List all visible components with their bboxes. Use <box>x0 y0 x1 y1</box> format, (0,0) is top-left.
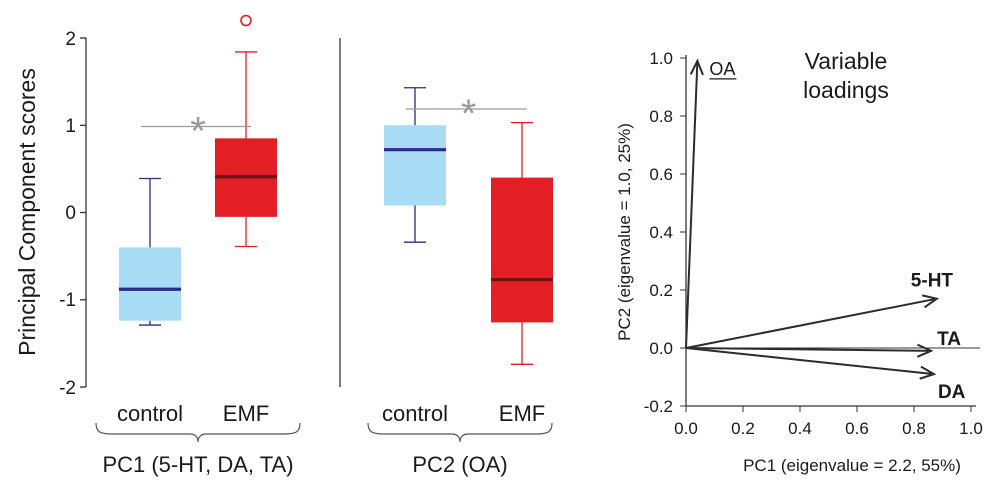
outlier-point <box>241 16 251 26</box>
vector-label: 5-HT <box>911 271 954 292</box>
y-tick-label: -1 <box>59 290 76 311</box>
y-tick-label: 0.0 <box>649 339 673 358</box>
y-tick: 1.0 <box>649 49 686 68</box>
y-tick-label: 1 <box>65 116 76 137</box>
y-ticks: 2 1 0 -1 -2 <box>59 29 86 399</box>
y-tick: 0 <box>65 203 86 224</box>
boxes-layer: * * <box>119 16 553 365</box>
iqr-box <box>384 125 446 205</box>
y-tick-label: 0.4 <box>649 223 673 242</box>
loadings-chart: 1.0 0.8 0.6 0.4 0.2 0.0 -0.2 0.0 0.2 0.4… <box>615 48 983 475</box>
vector-label: OA <box>709 59 735 79</box>
vector-label: TA <box>937 329 961 350</box>
chart-title-line: loadings <box>803 77 889 103</box>
x-tick-label: 1.0 <box>959 419 983 438</box>
x-axis-title: PC1 (eigenvalue = 2.2, 55%) <box>743 456 961 475</box>
x-tick: 0.0 <box>674 406 698 438</box>
y-tick: -2 <box>59 378 86 399</box>
y-axis-title: PC2 (eigenvalue = 1.0, 25%) <box>615 123 634 341</box>
category-label: control <box>382 401 448 426</box>
x-tick: 0.4 <box>788 406 812 438</box>
iqr-box <box>119 247 181 320</box>
box-emf <box>215 16 277 247</box>
y-tick-label: -2 <box>59 378 76 399</box>
x-ticks: 0.0 0.2 0.4 0.6 0.8 1.0 <box>674 406 983 438</box>
y-tick: 0.2 <box>649 281 686 300</box>
x-tick: 1.0 <box>959 406 983 438</box>
loading-vector-5-ht: 5-HT <box>686 271 953 348</box>
loading-vector-da: DA <box>686 348 966 403</box>
y-tick-label: 0 <box>65 203 76 224</box>
x-tick: 0.2 <box>731 406 755 438</box>
vectors-layer: OA 5-HT TA DA <box>686 59 966 403</box>
y-tick: 0.6 <box>649 165 686 184</box>
vector-label: DA <box>938 382 966 403</box>
y-tick-label: 0.8 <box>649 107 673 126</box>
y-tick: 0.0 <box>649 339 686 358</box>
significance-star: * <box>190 110 206 154</box>
y-tick-label: 1.0 <box>649 49 673 68</box>
x-tick: 0.6 <box>845 406 869 438</box>
vector-shaft <box>686 348 934 374</box>
y-tick-label: 0.2 <box>649 281 673 300</box>
y-axis-title: Principal Component scores <box>14 68 40 356</box>
category-label: EMF <box>223 401 269 426</box>
iqr-box <box>491 178 553 323</box>
x-tick-label: 0.6 <box>845 419 869 438</box>
x-tick-label: 0.2 <box>731 419 755 438</box>
y-tick: 0.4 <box>649 223 686 242</box>
x-tick: 0.8 <box>902 406 926 438</box>
vector-shaft <box>686 61 697 348</box>
chart-title-line: Variable <box>805 48 888 74</box>
category-label: EMF <box>499 401 545 426</box>
loading-vector-oa: OA <box>686 59 736 348</box>
boxplot-chart: 2 1 0 -1 -2 Principal Component scores *… <box>14 16 553 477</box>
y-tick-label: 2 <box>65 29 76 50</box>
category-label: control <box>117 401 183 426</box>
box-control <box>384 88 446 242</box>
y-tick: 0.8 <box>649 107 686 126</box>
y-tick: 2 <box>65 29 86 50</box>
y-tick: 1 <box>65 116 86 137</box>
group-label: PC2 (OA) <box>412 452 507 477</box>
significance-star: * <box>461 92 477 136</box>
y-tick: -0.2 <box>644 397 686 416</box>
x-tick-label: 0.8 <box>902 419 926 438</box>
y-tick-label: 0.6 <box>649 165 673 184</box>
x-tick-label: 0.0 <box>674 419 698 438</box>
y-tick-label: -0.2 <box>644 397 673 416</box>
x-tick-label: 0.4 <box>788 419 812 438</box>
box-control <box>119 178 181 325</box>
group-label: PC1 (5-HT, DA, TA) <box>102 452 293 477</box>
y-ticks: 1.0 0.8 0.6 0.4 0.2 0.0 -0.2 <box>644 49 686 416</box>
box-emf <box>491 123 553 365</box>
y-tick: -1 <box>59 290 86 311</box>
vector-shaft <box>686 299 937 348</box>
